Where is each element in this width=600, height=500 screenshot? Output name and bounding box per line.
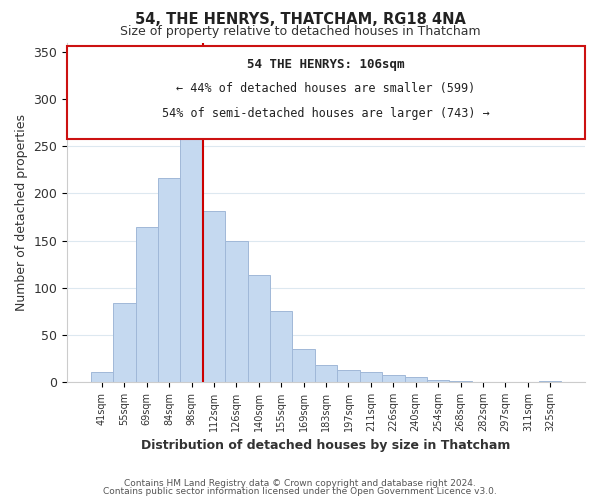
Text: Size of property relative to detached houses in Thatcham: Size of property relative to detached ho… <box>119 25 481 38</box>
Bar <box>382 374 404 382</box>
Bar <box>203 212 225 382</box>
Bar <box>360 372 382 382</box>
Bar <box>449 381 472 382</box>
Bar <box>248 274 270 382</box>
Text: Contains public sector information licensed under the Open Government Licence v3: Contains public sector information licen… <box>103 487 497 496</box>
Bar <box>292 349 315 382</box>
Text: ← 44% of detached houses are smaller (599): ← 44% of detached houses are smaller (59… <box>176 82 476 94</box>
Bar <box>315 365 337 382</box>
Text: 54, THE HENRYS, THATCHAM, RG18 4NA: 54, THE HENRYS, THATCHAM, RG18 4NA <box>134 12 466 28</box>
Bar <box>158 178 181 382</box>
Text: 54% of semi-detached houses are larger (743) →: 54% of semi-detached houses are larger (… <box>162 107 490 120</box>
Bar <box>337 370 360 382</box>
Text: 54 THE HENRYS: 106sqm: 54 THE HENRYS: 106sqm <box>247 58 405 71</box>
Bar <box>404 378 427 382</box>
Bar <box>225 240 248 382</box>
Bar <box>270 312 292 382</box>
Bar <box>113 303 136 382</box>
Text: Contains HM Land Registry data © Crown copyright and database right 2024.: Contains HM Land Registry data © Crown c… <box>124 478 476 488</box>
Y-axis label: Number of detached properties: Number of detached properties <box>15 114 28 311</box>
X-axis label: Distribution of detached houses by size in Thatcham: Distribution of detached houses by size … <box>142 440 511 452</box>
Bar <box>427 380 449 382</box>
Bar <box>91 372 113 382</box>
Bar <box>136 228 158 382</box>
FancyBboxPatch shape <box>67 46 585 140</box>
Bar <box>181 110 203 382</box>
Bar <box>539 381 562 382</box>
